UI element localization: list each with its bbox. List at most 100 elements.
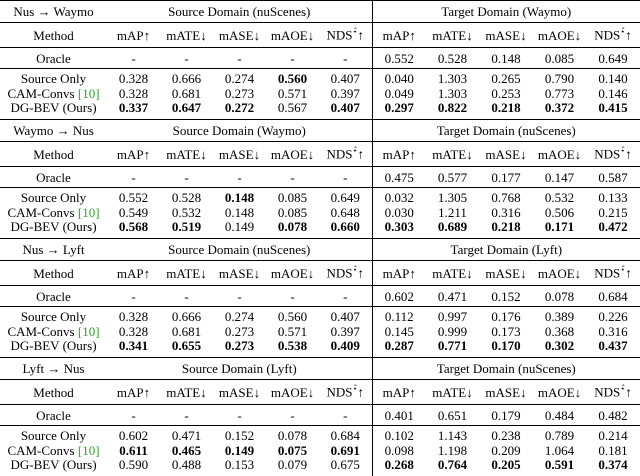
column-header: mAP↑ [372,142,426,167]
column-header-arrow: ↑ [358,147,365,162]
citation: [10] [78,443,100,458]
metric-cell: 0.666 [160,307,213,324]
target-domain: Target Domain (nuScenes) [372,120,640,142]
metric-cell: - [107,405,160,426]
metric-cell: - [266,405,319,426]
metric-cell: 0.265 [479,69,533,86]
method-text: Source Only [21,190,86,205]
metric-cell: - [266,167,319,188]
method-text: DG-BEV (Ours) [10,338,96,353]
metric-cell: - [319,48,372,69]
metric-cell: 0.316 [479,204,533,220]
method-text: DG-BEV (Ours) [10,100,96,115]
column-header: mAP↑ [107,261,160,286]
method-name: Source Only [0,188,107,205]
metric-cell: 0.032 [372,188,426,205]
metric-cell: 0.472 [586,220,640,239]
metric-cell: 0.475 [372,167,426,188]
metric-cell: 0.209 [479,442,533,458]
column-header: mAOE↓ [266,23,319,48]
metric-cell: 0.587 [586,167,640,188]
column-header: mASE↓ [479,142,533,167]
column-header: NDS⋆̂↑ [319,261,372,286]
metric-cell: 0.590 [107,458,160,476]
metric-cell: 0.272 [213,101,266,120]
metric-cell: 0.179 [479,405,533,426]
metric-cell: 0.218 [479,101,533,120]
metric-cell: 0.549 [107,204,160,220]
metric-cell: - [319,167,372,188]
column-header: mATE↓ [426,142,479,167]
source-domain: Source Domain (nuScenes) [107,1,372,23]
metric-cell: 0.049 [372,85,426,101]
metric-cell: 0.655 [160,339,213,358]
metric-cell: 0.146 [586,85,640,101]
column-header: mAOE↓ [533,261,586,286]
metric-cell: 0.528 [160,188,213,205]
metric-cell: 0.409 [319,339,372,358]
method-name: DG-BEV (Ours) [0,101,107,120]
metric-cell: 0.488 [160,458,213,476]
method-text: Oracle [36,51,71,66]
metric-cell: 0.214 [586,426,640,443]
metric-cell: 0.153 [213,458,266,476]
metric-cell: 0.771 [426,339,479,358]
column-header: mASE↓ [213,23,266,48]
metric-cell: 0.238 [479,426,533,443]
metric-cell: - [107,48,160,69]
metric-cell: 0.675 [319,458,372,476]
metric-cell: 0.571 [266,85,319,101]
metric-cell: 1.143 [426,426,479,443]
metric-cell: - [107,286,160,307]
method-name: Source Only [0,307,107,324]
column-header: mASE↓ [213,142,266,167]
column-header-arrow: ↑ [625,28,632,43]
column-header: mATE↓ [160,380,213,405]
method-text: CAM-Convs [7,324,74,339]
metric-cell: 0.102 [372,426,426,443]
metric-cell: 0.176 [479,307,533,324]
method-text: CAM-Convs [7,443,74,458]
metric-cell: 0.560 [266,69,319,86]
metric-cell: 1.064 [533,442,586,458]
metric-cell: 0.171 [533,220,586,239]
metric-cell: 0.568 [107,220,160,239]
column-header: NDS⋆̂↑ [319,380,372,405]
metric-cell: 0.822 [426,101,479,120]
metric-cell: 0.085 [266,188,319,205]
metric-cell: - [213,48,266,69]
metric-cell: 0.649 [586,48,640,69]
column-header: mAOE↓ [533,380,586,405]
column-header-text: NDS [326,28,352,43]
metric-cell: 0.401 [372,405,426,426]
metric-cell: - [319,405,372,426]
column-header: NDS⋆̂↑ [319,23,372,48]
metric-cell: 0.789 [533,426,586,443]
metric-cell: 0.538 [266,339,319,358]
metric-cell: 1.303 [426,85,479,101]
column-header: mAP↑ [372,380,426,405]
column-header: Method [0,23,107,48]
column-header: NDS⋆̂↑ [586,142,640,167]
metric-cell: 0.649 [319,188,372,205]
column-header: Method [0,380,107,405]
column-header-arrow: ↑ [625,147,632,162]
method-text: DG-BEV (Ours) [10,219,96,234]
column-header: mAP↑ [372,23,426,48]
column-header-text: NDS [594,385,620,400]
metric-cell: 0.611 [107,442,160,458]
metric-cell: 0.268 [372,458,426,476]
column-header-text: NDS [326,385,352,400]
metric-cell: 0.681 [160,323,213,339]
metric-cell: 0.790 [533,69,586,86]
direction: Nus → Waymo [0,1,107,23]
metric-cell: - [266,48,319,69]
